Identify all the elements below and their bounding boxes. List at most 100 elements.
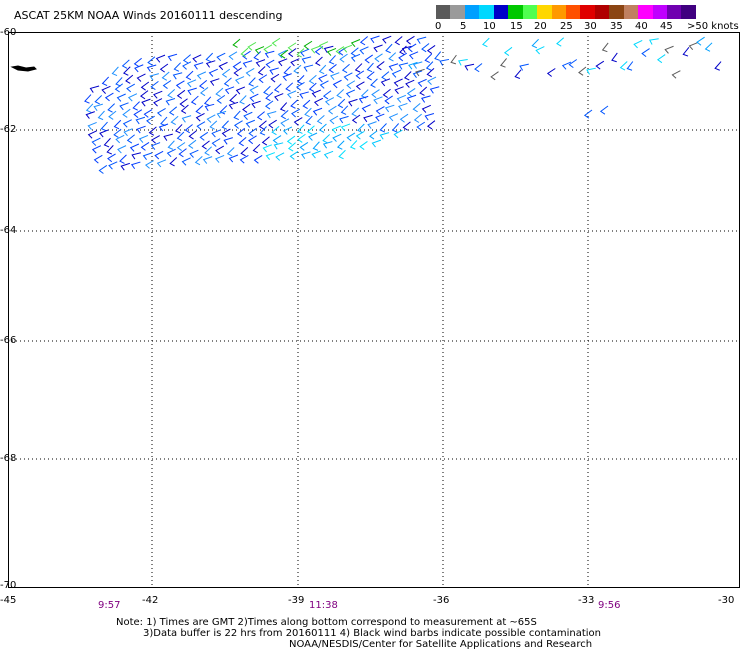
legend-label: 10 <box>483 21 496 32</box>
wind-barb <box>199 87 209 97</box>
wind-barb <box>326 47 337 56</box>
wind-barb <box>619 61 628 71</box>
wind-barb <box>295 81 305 91</box>
wind-barb <box>125 74 134 84</box>
wind-barb <box>122 119 132 128</box>
wind-speed-legend <box>436 5 696 19</box>
wind-barb <box>247 41 257 51</box>
wind-barb <box>338 149 346 160</box>
wind-barb <box>136 125 146 134</box>
wind-barb <box>91 145 102 154</box>
wind-map <box>8 32 740 588</box>
wind-barb <box>208 68 218 77</box>
wind-barb <box>103 137 111 148</box>
map-title: ASCAT 25KM NOAA Winds 20160111 descendin… <box>14 9 283 22</box>
wind-barb <box>126 134 135 144</box>
wind-barb <box>297 133 306 143</box>
wind-barb <box>391 69 402 78</box>
lat-label-70: -70 <box>0 580 17 591</box>
wind-barb <box>91 137 101 146</box>
wind-barb <box>293 117 303 126</box>
wind-barb <box>279 102 288 112</box>
wind-barb <box>196 121 206 130</box>
wind-barb <box>316 114 325 125</box>
wind-barb <box>238 136 247 147</box>
wind-barb <box>254 46 265 55</box>
wind-barb <box>408 51 419 60</box>
wind-barb <box>367 121 377 129</box>
wind-barb <box>136 73 146 82</box>
legend-swatch <box>493 5 509 19</box>
wind-barb <box>242 60 253 68</box>
wind-barb <box>93 103 103 112</box>
wind-barb <box>153 90 163 99</box>
wind-barb <box>133 57 142 67</box>
legend-swatch <box>436 5 451 19</box>
wind-barb <box>359 46 369 55</box>
wind-barb <box>261 136 270 146</box>
wind-barb <box>626 61 634 71</box>
wind-barb <box>339 53 348 63</box>
wind-barb <box>429 86 440 94</box>
wind-barb <box>176 131 185 141</box>
legend-swatch <box>594 5 610 19</box>
wind-barb <box>361 104 371 113</box>
wind-barb <box>161 71 170 81</box>
wind-barb <box>322 90 332 100</box>
wind-barb <box>375 106 385 115</box>
wind-barb <box>97 110 105 121</box>
wind-barb <box>140 90 149 100</box>
wind-barb <box>339 115 349 124</box>
wind-barb <box>93 154 103 164</box>
wind-barb <box>121 59 130 69</box>
wind-barb <box>108 161 118 170</box>
legend-label: 0 <box>435 21 442 32</box>
lat-label-60: -60 <box>0 27 17 38</box>
legend-swatch <box>652 5 667 19</box>
wind-barb <box>413 113 422 123</box>
wind-barb <box>355 70 365 80</box>
wind-barb <box>503 46 513 56</box>
wind-barb <box>286 135 296 145</box>
wind-barb <box>303 40 313 50</box>
wind-barb <box>388 63 399 71</box>
wind-barb <box>138 134 149 143</box>
wind-barb <box>370 78 378 88</box>
wind-barb <box>688 42 699 51</box>
wind-barb <box>299 141 309 151</box>
wind-barb <box>264 50 275 58</box>
wind-barb <box>245 68 255 77</box>
wind-barb <box>236 127 246 137</box>
wind-barb <box>233 120 243 129</box>
wind-barb <box>301 56 312 64</box>
wind-barb <box>127 93 138 102</box>
wind-barb <box>293 64 302 75</box>
wind-barb <box>169 157 178 167</box>
wind-barb <box>340 105 349 115</box>
wind-barb <box>304 107 312 118</box>
wind-barb <box>359 36 369 46</box>
wind-barb <box>149 73 159 81</box>
wind-barb <box>300 48 310 57</box>
wind-barb <box>351 114 361 124</box>
wind-barb <box>249 93 259 102</box>
wind-barb <box>318 64 327 75</box>
wind-barb <box>150 142 161 150</box>
wind-barb <box>167 89 176 99</box>
map-canvas <box>8 32 740 588</box>
legend-label: 20 <box>534 21 547 32</box>
wind-barb <box>120 162 130 171</box>
wind-barb <box>280 118 290 127</box>
wind-barb <box>286 90 297 99</box>
wind-barb <box>248 135 257 145</box>
wind-barb <box>335 46 345 55</box>
wind-barb <box>287 48 297 58</box>
wind-barb <box>556 37 565 47</box>
wind-barb <box>240 147 249 157</box>
wind-barb <box>180 104 189 114</box>
wind-barb <box>115 77 123 87</box>
wind-barb <box>405 35 415 45</box>
wind-barb <box>331 125 342 134</box>
wind-barb <box>172 72 183 80</box>
wind-barb <box>226 147 235 157</box>
